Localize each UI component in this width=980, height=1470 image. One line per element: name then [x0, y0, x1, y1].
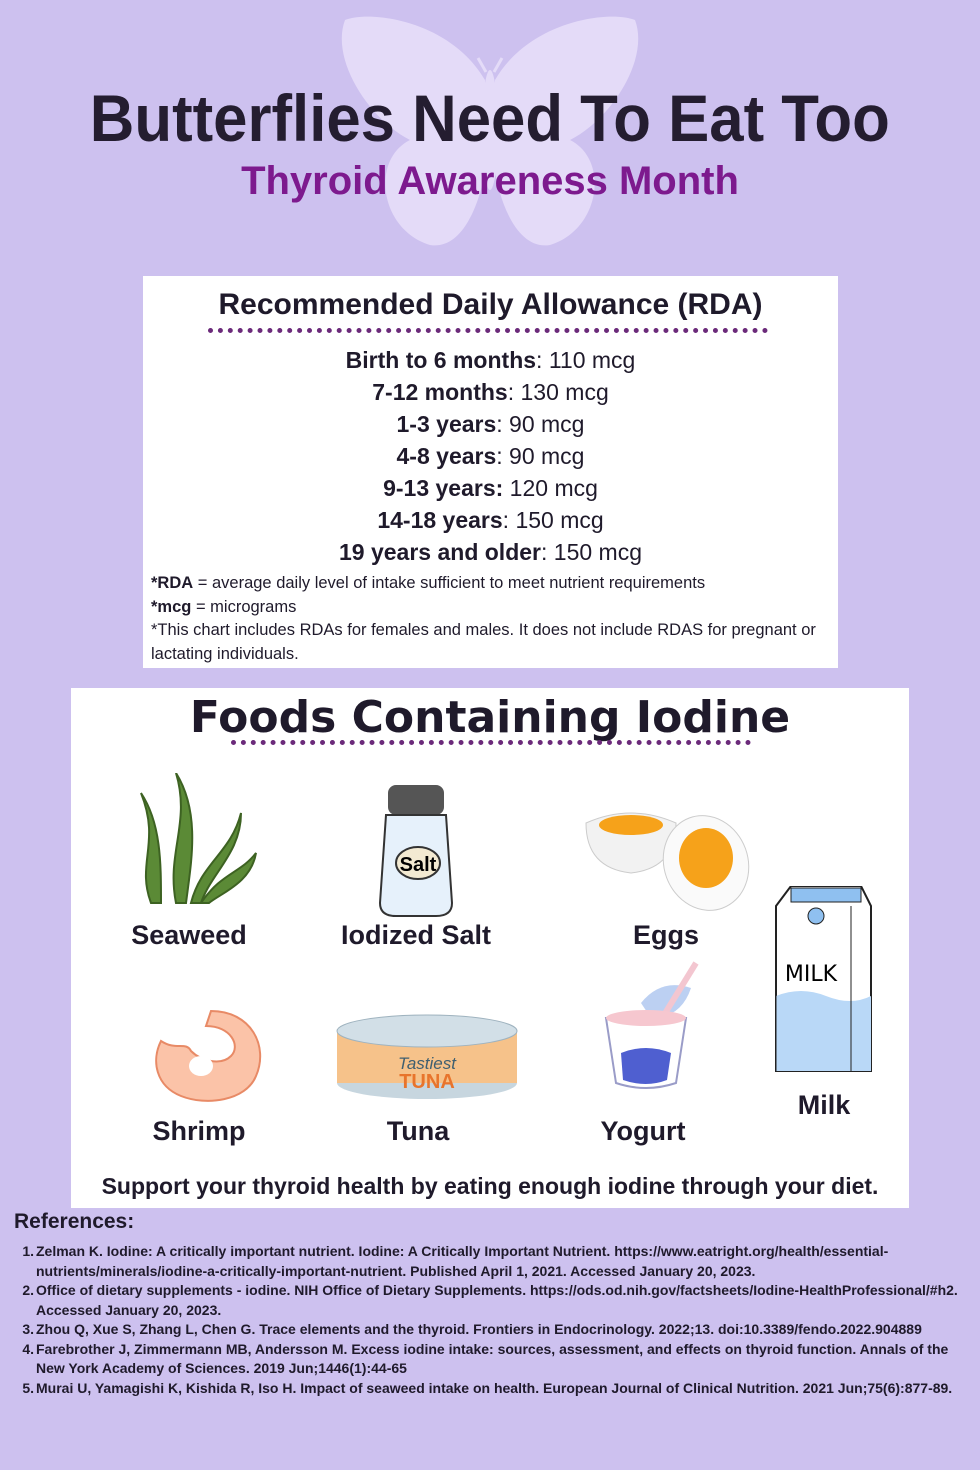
tuna-can-text-1: Tastiest — [398, 1054, 457, 1073]
references-list: 1. Zelman K. Iodine: A critically importa… — [14, 1242, 969, 1398]
foods-title: Foods Containing Iodine — [189, 692, 791, 743]
reference-item: 4. Farebrother J, Zimmermann MB, Andersso… — [14, 1340, 969, 1379]
shrimp-icon — [155, 1009, 262, 1102]
rda-amount: 120 mcg — [503, 475, 598, 501]
rda-row: 19 years and older: 150 mcg — [143, 536, 838, 568]
rda-note: *mcg = micrograms — [151, 596, 831, 620]
rda-amount: : 150 mcg — [541, 539, 642, 565]
food-label-iodized-salt: Iodized Salt — [340, 920, 492, 950]
tuna-can-text-2: TUNA — [399, 1071, 455, 1093]
rda-age: 14-18 years — [377, 507, 503, 533]
divider — [208, 328, 768, 333]
rda-amount: : 130 mcg — [507, 379, 609, 405]
reference-text: Office of dietary supplements - iodine. … — [36, 1282, 958, 1318]
reference-item: 3. Zhou Q, Xue S, Zhang L, Chen G. Trace … — [14, 1320, 969, 1340]
rda-row: 1-3 years: 90 mcg — [143, 408, 838, 440]
food-label-tuna: Tuna — [386, 1116, 450, 1146]
rda-row: Birth to 6 months: 110 mcg — [143, 344, 838, 376]
rda-title: Recommended Daily Allowance (RDA) — [218, 288, 763, 321]
note-term: *mcg — [151, 597, 192, 616]
egg-icon — [585, 812, 750, 911]
rda-row: 7-12 months: 130 mcg — [143, 376, 838, 408]
rda-row: 14-18 years: 150 mcg — [143, 504, 838, 536]
rda-amount: : 110 mcg — [536, 347, 636, 373]
rda-age: 7-12 months — [372, 379, 508, 405]
foods-panel: Foods Containing Iodine Seaweed Salt Iod… — [71, 688, 909, 1208]
tagline-wrap: Support your thyroid health by eating en… — [71, 1172, 909, 1200]
note-text: = micrograms — [191, 597, 297, 616]
reference-text: Zelman K. Iodine: A critically important… — [36, 1243, 889, 1279]
salt-label: Salt — [400, 854, 437, 876]
tuna-can-icon: Tastiest TUNA — [336, 1014, 518, 1099]
rda-age: 4-8 years — [396, 443, 497, 469]
rda-row: 4-8 years: 90 mcg — [143, 440, 838, 472]
references-title: References: — [14, 1210, 135, 1233]
page-title: Butterflies Need To Eat Too — [89, 81, 891, 155]
rda-age: Birth to 6 months — [345, 347, 537, 373]
note-text: = average daily level of intake sufficie… — [193, 574, 706, 592]
food-label-seaweed: Seaweed — [131, 920, 247, 950]
page-subtitle: Thyroid Awareness Month — [241, 159, 739, 203]
rda-amount: : 150 mcg — [502, 507, 604, 533]
rda-note: *This chart includes RDAs for females an… — [151, 619, 831, 666]
rda-age: 9-13 years: — [383, 475, 504, 501]
food-label-yogurt: Yogurt — [600, 1116, 686, 1146]
reference-text: Zhou Q, Xue S, Zhang L, Chen G. Trace el… — [36, 1321, 922, 1337]
rda-list: Birth to 6 months: 110 mcg 7-12 months: 1… — [143, 344, 838, 568]
rda-notes: *RDA = average daily level of intake suf… — [151, 572, 831, 666]
reference-number: 1. — [22, 1243, 34, 1259]
yogurt-icon — [604, 961, 699, 1089]
rda-note: *RDA = average daily level of intake suf… — [151, 572, 831, 596]
reference-text: Murai U, Yamagishi K, Kishida R, Iso H. … — [36, 1379, 953, 1396]
rda-amount: : 90 mcg — [496, 411, 585, 437]
rda-age: 1-3 years — [396, 411, 497, 437]
milk-carton-icon: MILK — [775, 886, 872, 1072]
rda-age: 19 years and older — [339, 539, 541, 565]
seaweed-icon — [140, 773, 257, 904]
reference-number: 4. — [22, 1340, 34, 1357]
food-label-shrimp: Shrimp — [152, 1116, 246, 1146]
food-label-eggs: Eggs — [632, 920, 699, 950]
reference-item: 2. Office of dietary supplements - iodine… — [14, 1281, 969, 1320]
reference-number: 3. — [22, 1321, 34, 1337]
tagline: Support your thyroid health by eating en… — [101, 1173, 879, 1199]
salt-shaker-icon: Salt — [378, 785, 454, 917]
reference-number: 2. — [22, 1282, 34, 1298]
reference-text: Farebrother J, Zimmermann MB, Andersson … — [36, 1340, 949, 1377]
note-term: *RDA — [151, 574, 194, 592]
note-text: *This chart includes RDAs for females an… — [151, 621, 816, 663]
reference-item: 1. Zelman K. Iodine: A critically importa… — [14, 1242, 969, 1281]
page-title-wrap: Butterflies Need To Eat Too — [0, 80, 980, 156]
reference-item: 5. Murai U, Yamagishi K, Kishida R, Iso H… — [14, 1379, 969, 1399]
food-label-milk: Milk — [797, 1090, 851, 1120]
rda-panel: Recommended Daily Allowance (RDA) Birth … — [143, 276, 838, 668]
milk-text: MILK — [785, 962, 838, 987]
reference-number: 5. — [22, 1379, 34, 1396]
butterfly-watermark-icon — [341, 16, 639, 246]
rda-row: 9-13 years: 120 mcg — [143, 472, 838, 504]
divider — [231, 740, 751, 745]
rda-amount: : 90 mcg — [496, 443, 585, 469]
